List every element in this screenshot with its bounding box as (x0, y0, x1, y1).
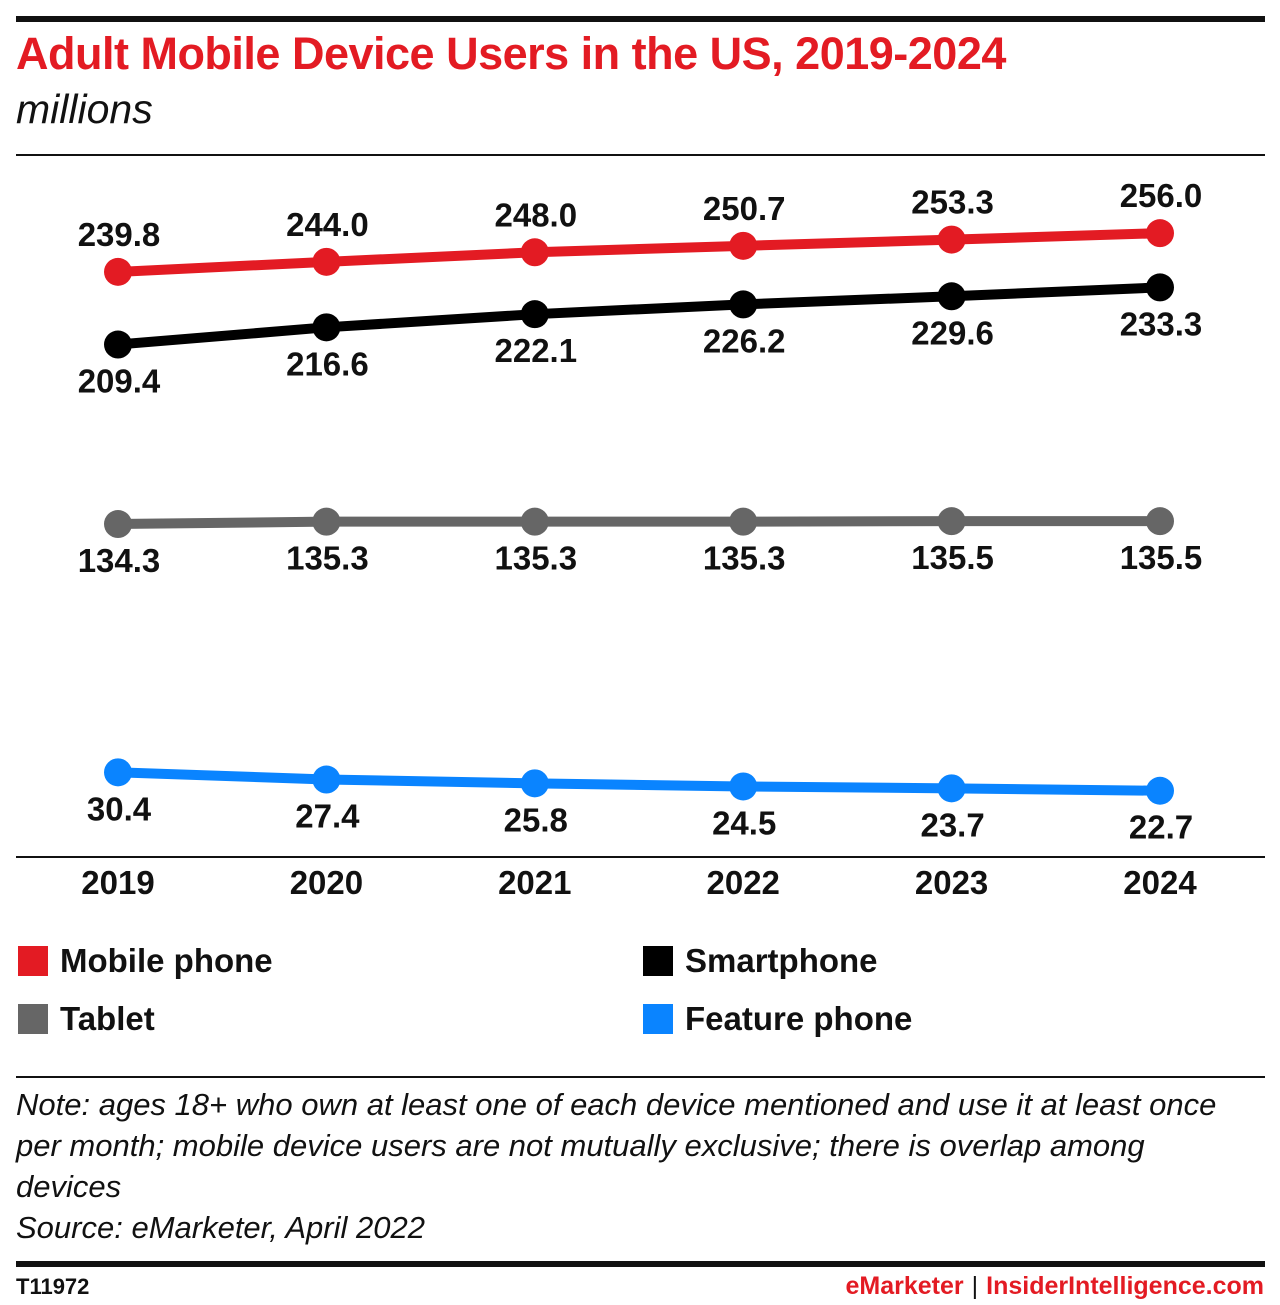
series-line-feature-phone (113, 767, 1165, 796)
legend-item-mobile-phone: Mobile phone (18, 942, 273, 980)
legend-swatch-mobile-phone (18, 946, 48, 976)
data-label: 248.0 (495, 196, 578, 233)
data-label: 250.7 (703, 190, 786, 227)
source-text: Source: eMarketer, April 2022 (16, 1210, 425, 1245)
data-label: 222.1 (495, 332, 578, 369)
data-point (520, 507, 549, 536)
data-label: 135.5 (1120, 539, 1203, 576)
legend-item-smartphone: Smartphone (643, 942, 878, 980)
data-label: 135.3 (703, 540, 786, 577)
data-point (937, 282, 966, 311)
footer-brand: eMarketer | InsiderIntelligence.com (846, 1272, 1265, 1301)
note-block: Note: ages 18+ who own at least one of e… (16, 1084, 1256, 1248)
x-tick-label: 2024 (1123, 864, 1197, 901)
data-point (937, 774, 966, 803)
data-label: 253.3 (911, 184, 994, 221)
brand-separator: | (971, 1272, 979, 1300)
data-label: 135.5 (911, 539, 994, 576)
series-line-tablet (113, 516, 1165, 530)
legend-label: Tablet (60, 1000, 155, 1037)
data-label: 209.4 (78, 363, 161, 400)
data-point (729, 231, 758, 260)
note-text: Note: ages 18+ who own at least one of e… (16, 1087, 1217, 1204)
data-label: 22.7 (1129, 809, 1193, 846)
data-point (312, 507, 341, 536)
data-label: 24.5 (712, 804, 776, 841)
data-point (312, 313, 341, 342)
data-label: 25.8 (504, 801, 568, 838)
data-label: 216.6 (286, 345, 369, 382)
data-label: 135.3 (286, 540, 369, 577)
data-label: 27.4 (295, 798, 360, 835)
header-divider (16, 154, 1265, 156)
data-label: 233.3 (1120, 305, 1203, 342)
data-point (104, 758, 132, 787)
x-tick-label: 2023 (915, 864, 988, 901)
chart-title: Adult Mobile Device Users in the US, 201… (16, 28, 1006, 79)
data-point (1146, 273, 1174, 302)
data-label: 244.0 (286, 206, 369, 243)
data-label: 134.3 (78, 542, 161, 579)
legend-swatch-tablet (18, 1004, 48, 1034)
brand-emarketer: eMarketer (845, 1272, 964, 1300)
data-point (104, 257, 132, 286)
data-point (312, 765, 341, 794)
top-rule (16, 16, 1265, 22)
chart-subtitle: millions (16, 86, 153, 132)
series-line-smartphone (113, 282, 1165, 350)
footer-rule (16, 1261, 1265, 1267)
data-label: 135.3 (495, 540, 578, 577)
data-label: 239.8 (78, 216, 161, 253)
legend-label: Smartphone (685, 942, 878, 979)
note-divider (16, 1076, 1265, 1078)
data-point (1146, 507, 1174, 536)
data-label: 23.7 (920, 806, 984, 843)
data-point (1146, 219, 1174, 248)
data-label: 30.4 (87, 790, 152, 827)
x-tick-label: 2021 (498, 864, 571, 901)
data-point (104, 510, 132, 539)
x-tick-label: 2020 (290, 864, 363, 901)
x-tick-label: 2019 (81, 864, 154, 901)
legend-swatch-feature-phone (643, 1004, 673, 1034)
chart-id: T11972 (16, 1274, 90, 1299)
data-label: 226.2 (703, 322, 786, 359)
legend-label: Feature phone (685, 1000, 913, 1037)
legend-item-feature-phone: Feature phone (643, 1000, 912, 1038)
data-point (104, 330, 132, 359)
x-tick-label: 2022 (706, 864, 779, 901)
data-point (729, 507, 758, 536)
data-point (520, 300, 549, 329)
data-point (729, 772, 758, 801)
data-point (520, 769, 549, 798)
data-point (312, 247, 341, 276)
legend-item-tablet: Tablet (18, 1000, 155, 1038)
legend-swatch-smartphone (643, 946, 673, 976)
legend-label: Mobile phone (60, 942, 273, 979)
data-point (729, 290, 758, 319)
series-line-mobile-phone (113, 228, 1165, 277)
data-point (937, 507, 966, 536)
data-point (1146, 776, 1174, 805)
data-point (520, 238, 549, 267)
data-label: 256.0 (1120, 177, 1203, 214)
data-point (937, 225, 966, 254)
brand-insider-intelligence: InsiderIntelligence.com (986, 1272, 1264, 1300)
data-label: 229.6 (911, 314, 994, 351)
